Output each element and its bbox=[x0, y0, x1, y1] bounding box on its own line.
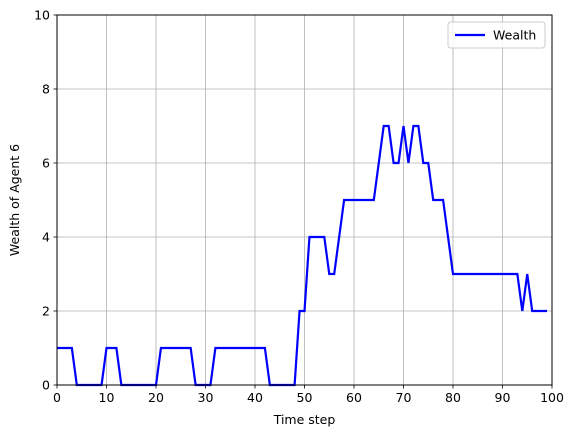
y-tick-label: 8 bbox=[42, 82, 50, 97]
y-tick-label: 0 bbox=[42, 378, 50, 393]
x-tick-label: 0 bbox=[53, 390, 61, 405]
grid bbox=[56, 14, 553, 386]
x-axis: 0 10 20 30 40 50 60 70 80 90 100 bbox=[53, 385, 564, 405]
x-tick-label: 70 bbox=[396, 390, 412, 405]
x-axis-label: Time step bbox=[273, 412, 336, 427]
y-axis-label: Wealth of Agent 6 bbox=[7, 144, 22, 256]
x-tick-label: 10 bbox=[99, 390, 115, 405]
y-tick-label: 6 bbox=[42, 156, 50, 171]
x-tick-label: 60 bbox=[346, 390, 362, 405]
y-tick-label: 10 bbox=[34, 8, 50, 23]
x-tick-label: 90 bbox=[495, 390, 511, 405]
x-tick-label: 50 bbox=[297, 390, 313, 405]
x-tick-label: 80 bbox=[445, 390, 461, 405]
series-line-wealth bbox=[57, 124, 548, 387]
legend-box bbox=[447, 21, 546, 49]
x-tick-label: 100 bbox=[540, 390, 564, 405]
x-tick-label: 20 bbox=[148, 390, 164, 405]
y-tick-label: 2 bbox=[42, 304, 50, 319]
series-layer bbox=[57, 124, 548, 387]
x-tick-label: 30 bbox=[198, 390, 214, 405]
legend: Wealth bbox=[447, 21, 546, 49]
legend-label: Wealth bbox=[493, 28, 536, 43]
y-axis: 0 2 4 6 8 10 bbox=[34, 8, 57, 393]
y-tick-label: 4 bbox=[42, 230, 50, 245]
x-tick-label: 40 bbox=[247, 390, 263, 405]
